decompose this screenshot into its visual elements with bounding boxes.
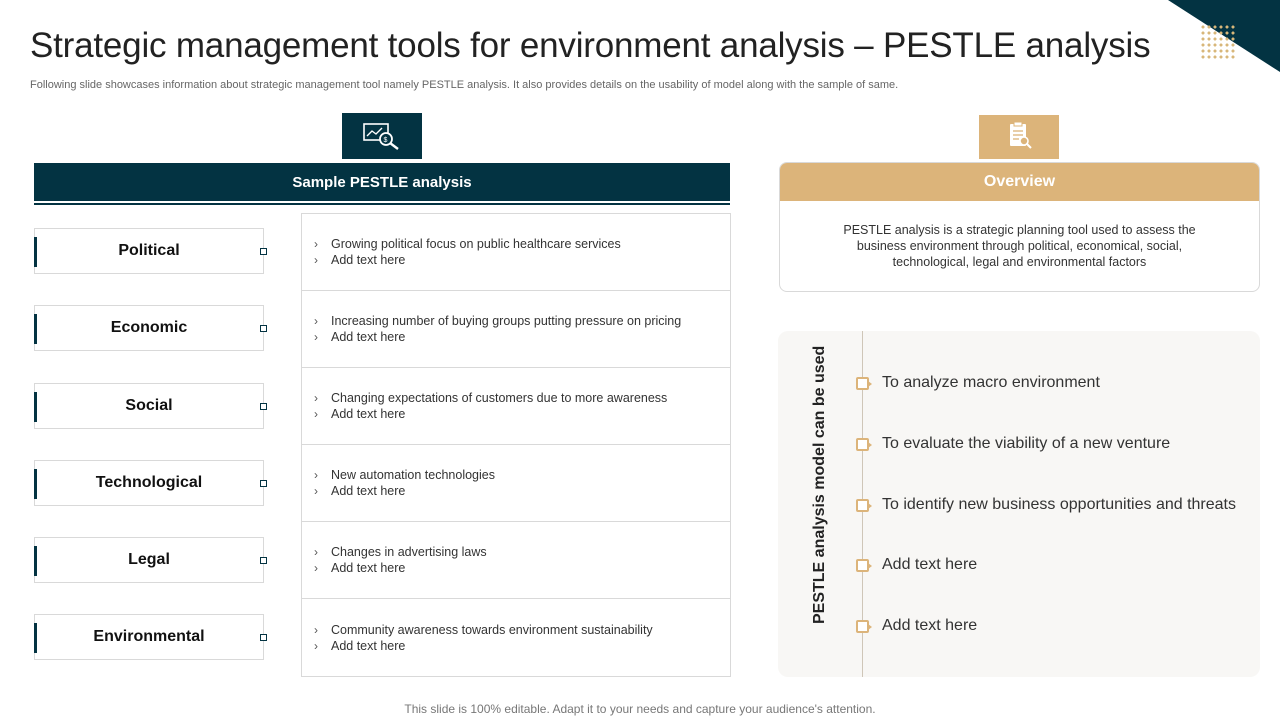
detail-line: Growing political focus on public health… [331, 237, 621, 251]
chevron-right-icon: › [314, 468, 318, 482]
use-item-text: To identify new business opportunities a… [882, 496, 1236, 513]
document-search-icon-box [979, 115, 1059, 157]
dot-grid-decoration [1200, 24, 1236, 60]
factor-social: Social [34, 383, 267, 429]
use-item: To analyze macro environment [856, 373, 1100, 393]
tag-marker-icon [856, 558, 872, 572]
use-item-text: To analyze macro environment [882, 374, 1100, 391]
icon-underline [979, 157, 1059, 159]
factor-economic: Economic [34, 305, 267, 351]
tag-marker-icon [856, 498, 872, 512]
detail-line: Changing expectations of customers due t… [331, 391, 668, 405]
factor-technological: Technological [34, 460, 267, 506]
factor-label: Legal [128, 551, 170, 568]
document-search-icon [1010, 121, 1032, 149]
sample-pestle-header: Sample PESTLE analysis [34, 163, 730, 201]
connector-node [260, 480, 267, 487]
chevron-right-icon: › [314, 484, 318, 498]
factor-label: Environmental [93, 628, 205, 645]
factor-label: Political [118, 242, 180, 259]
analytics-search-icon-box: $ [342, 113, 422, 159]
connector-node [260, 634, 267, 641]
detail-line: Community awareness towards environment … [331, 622, 653, 637]
tag-marker-icon [856, 376, 872, 390]
detail-political: › Growing political focus on public healt… [302, 214, 730, 291]
use-item: To evaluate the viability of a new ventu… [856, 434, 1170, 454]
detail-line: Add text here [331, 407, 406, 421]
tag-marker-icon [856, 619, 872, 633]
page-title: Strategic management tools for environme… [30, 26, 1151, 65]
detail-line: Changes in advertising laws [331, 545, 487, 559]
factor-legal: Legal [34, 537, 267, 583]
detail-legal: › Changes in advertising laws › Add text h… [302, 522, 730, 599]
chevron-right-icon: › [314, 330, 318, 344]
connector-node [260, 248, 267, 255]
chevron-right-icon: › [314, 561, 318, 575]
factor-label: Economic [110, 319, 188, 336]
detail-line: Add text here [331, 484, 406, 498]
chevron-right-icon: › [314, 638, 318, 653]
chevron-right-icon: › [314, 545, 318, 559]
svg-text:$: $ [384, 137, 388, 144]
use-item: Add text here [856, 555, 977, 575]
detail-line: New automation technologies [331, 468, 495, 482]
use-item-text: To evaluate the viability of a new ventu… [882, 435, 1171, 452]
analytics-search-icon: $ [363, 123, 399, 150]
page-subtitle: Following slide showcases information ab… [30, 79, 899, 91]
chevron-right-icon: › [314, 391, 318, 405]
factor-political: Political [34, 228, 267, 274]
overview-header: Overview [780, 163, 1259, 201]
chevron-right-icon: › [314, 622, 318, 637]
detail-line: Increasing number of buying groups putti… [331, 314, 682, 328]
tag-marker-icon [856, 437, 872, 451]
chevron-right-icon: › [314, 253, 318, 267]
detail-social: › Changing expectations of customers due … [302, 368, 730, 445]
factor-environmental: Environmental [34, 614, 267, 660]
connector-node [260, 403, 267, 410]
connector-node [260, 557, 267, 564]
header-underline [34, 203, 730, 205]
detail-economic: › Increasing number of buying groups putt… [302, 291, 730, 368]
detail-line: Add text here [331, 638, 406, 653]
use-item-text: Add text here [882, 617, 978, 634]
factor-details-panel: › Growing political focus on public healt… [301, 213, 731, 677]
factor-label: Social [125, 397, 173, 414]
chevron-right-icon: › [314, 237, 318, 251]
detail-environmental: › Community awareness towards environment… [302, 599, 730, 676]
uses-title-text: PESTLE analysis model can be used [811, 345, 828, 624]
detail-line: Add text here [331, 330, 406, 344]
detail-technological: › New automation technologies › Add text h… [302, 445, 730, 522]
overview-text: PESTLE analysis is a strategic planning … [843, 223, 1196, 269]
detail-line: Add text here [331, 253, 406, 267]
chevron-right-icon: › [314, 407, 318, 421]
use-item: Add text here [856, 616, 977, 636]
overview-card: Overview PESTLE analysis is a strategic … [779, 162, 1260, 292]
uses-vertical-title: PESTLE analysis model can be used [794, 331, 846, 677]
footer-note: This slide is 100% editable. Adapt it to… [404, 702, 876, 716]
detail-line: Add text here [331, 561, 406, 575]
use-item-text: Add text here [882, 556, 978, 573]
connector-node [260, 325, 267, 332]
chevron-right-icon: › [314, 314, 318, 328]
use-item: To identify new business opportunities a… [856, 495, 1236, 515]
factor-label: Technological [95, 474, 203, 491]
